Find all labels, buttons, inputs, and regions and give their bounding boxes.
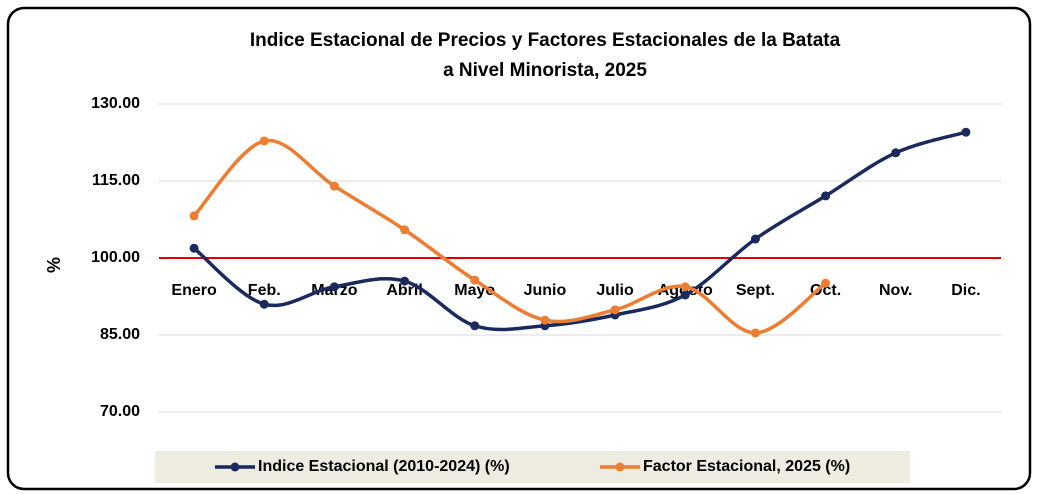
- data-point: [329, 181, 339, 191]
- y-tick-label: 130.00: [91, 95, 140, 112]
- data-point: [189, 243, 199, 253]
- legend-swatch-marker: [230, 462, 240, 472]
- legend-label: Indice Estacional (2010-2024) (%): [258, 458, 510, 475]
- x-tick-label: Nov.: [879, 282, 912, 299]
- data-point: [750, 234, 760, 244]
- data-point: [540, 315, 550, 325]
- data-point: [470, 321, 480, 331]
- data-point: [961, 127, 971, 137]
- y-tick-label: 85.00: [100, 326, 140, 343]
- y-tick-label: 115.00: [92, 172, 140, 189]
- data-point: [821, 191, 831, 201]
- chart-title: a Nivel Minorista, 2025: [443, 60, 647, 81]
- x-tick-label: Oct.: [810, 282, 841, 299]
- legend-label: Factor Estacional, 2025 (%): [643, 458, 850, 475]
- data-point: [259, 136, 269, 146]
- x-tick-label: Julio: [596, 282, 634, 299]
- x-tick-label: Feb.: [248, 282, 281, 299]
- chart-title: Indice Estacional de Precios y Factores …: [250, 30, 841, 51]
- data-point: [891, 148, 901, 158]
- data-point: [189, 211, 199, 221]
- data-point: [750, 328, 760, 338]
- data-point: [680, 282, 690, 292]
- x-tick-label: Enero: [171, 282, 217, 299]
- y-axis-label: %: [44, 257, 64, 273]
- data-point: [259, 299, 269, 309]
- chart-border: [6, 6, 1032, 491]
- legend-background: [155, 451, 910, 483]
- data-point: [470, 275, 480, 285]
- series-line: [192, 130, 967, 332]
- data-point: [400, 225, 410, 235]
- data-point: [400, 276, 410, 286]
- x-tick-label: Junio: [524, 282, 567, 299]
- y-tick-label: 70.00: [100, 403, 140, 420]
- series-line: [192, 138, 827, 335]
- x-tick-label: Dic.: [951, 282, 980, 299]
- data-point: [680, 290, 690, 300]
- y-tick-label: 100.00: [91, 249, 140, 266]
- data-point: [610, 305, 620, 315]
- legend-swatch-marker: [615, 462, 625, 472]
- data-point: [329, 282, 339, 292]
- x-tick-label: Sept.: [736, 282, 775, 299]
- data-point: [821, 278, 831, 288]
